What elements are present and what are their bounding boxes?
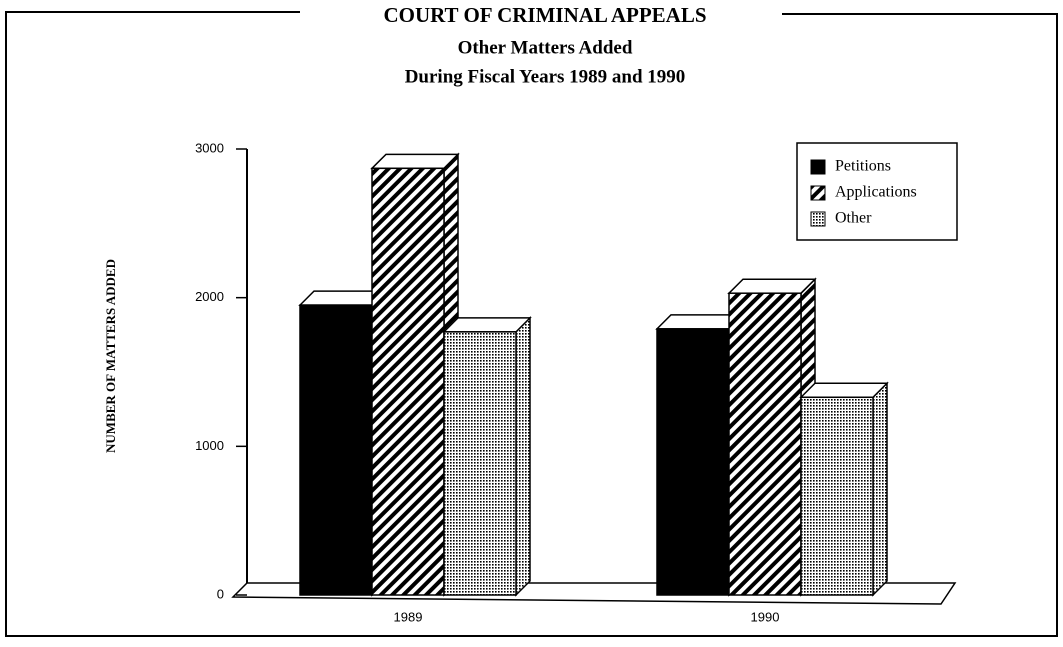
chart-subtitle: During Fiscal Years 1989 and 1990	[405, 66, 686, 87]
bar	[656, 328, 730, 596]
frame	[5, 11, 1058, 637]
chart-title: COURT OF CRIMINAL APPEALS	[383, 3, 706, 27]
y-tick-label: 2000	[195, 289, 224, 304]
bar-top	[727, 278, 817, 294]
x-tick-label: 1989	[394, 609, 423, 624]
y-tick-label: 3000	[195, 140, 224, 155]
bar	[299, 304, 373, 596]
y-axis-label: NUMBER OF MATTERS ADDED	[103, 259, 118, 453]
bar-side	[872, 381, 888, 597]
bar-top	[370, 153, 460, 170]
bar	[371, 167, 445, 596]
x-tick-label: 1990	[751, 609, 780, 624]
bar-top	[442, 317, 532, 333]
legend-label: Other	[835, 210, 872, 227]
bar-side	[515, 316, 531, 597]
bar	[728, 292, 802, 596]
bar	[800, 396, 874, 596]
legend-swatch	[810, 211, 826, 227]
bar-top	[799, 382, 889, 399]
y-tick-label: 0	[217, 586, 224, 601]
legend-swatch	[810, 185, 826, 201]
chart-subtitle: Other Matters Added	[458, 37, 633, 58]
legend-label: Applications	[835, 184, 917, 201]
y-tick-label: 1000	[195, 438, 224, 453]
legend-swatch	[810, 159, 826, 175]
legend-label: Petitions	[835, 158, 891, 175]
bar	[443, 331, 517, 596]
